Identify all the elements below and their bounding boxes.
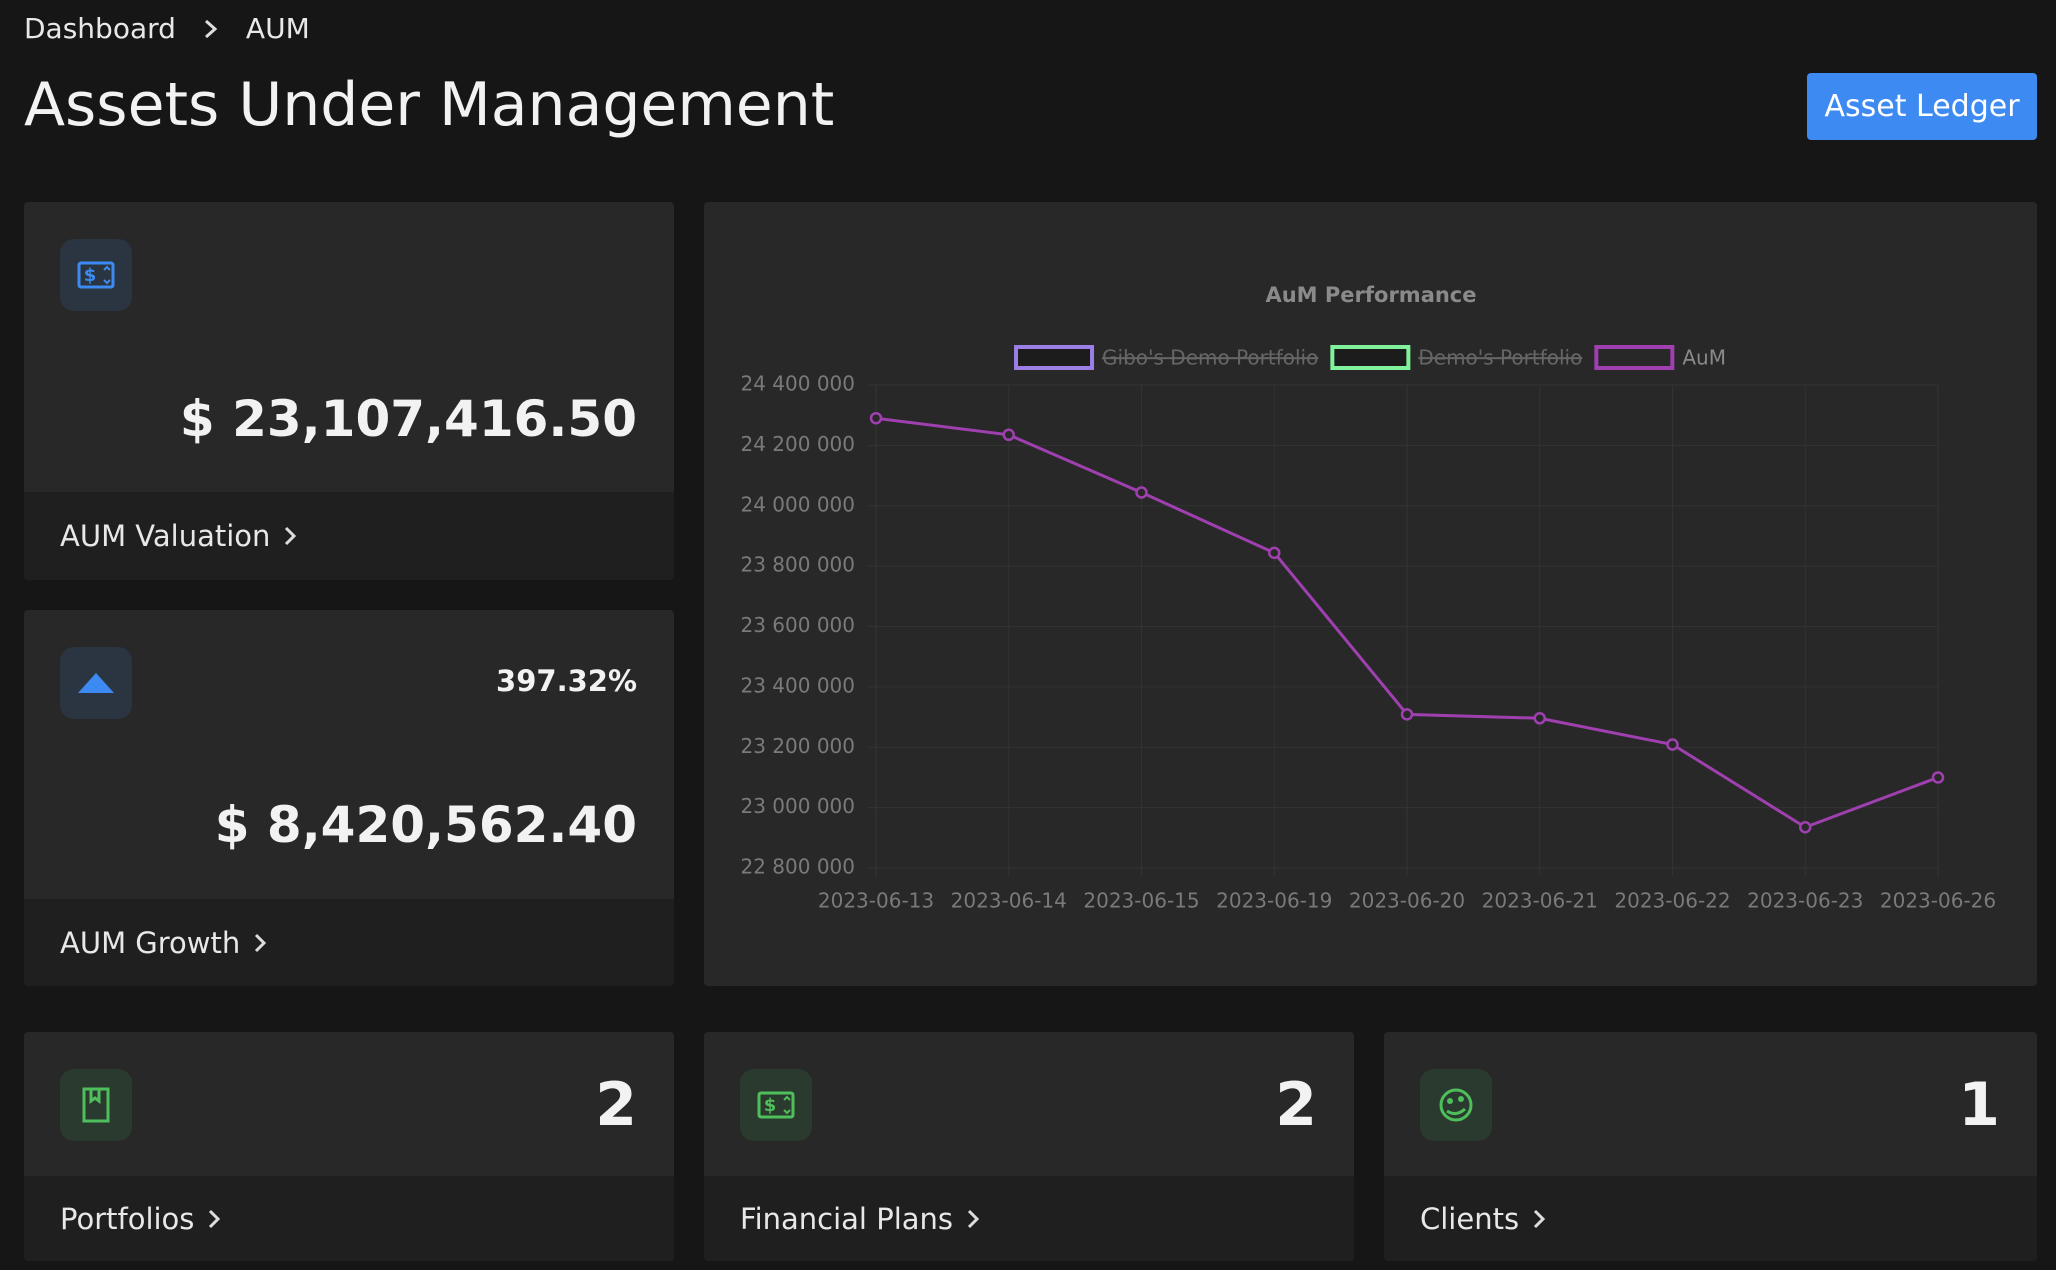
card-footer[interactable]: AUM Growth (24, 899, 674, 986)
card-value: $ 23,107,416.50 (179, 390, 637, 448)
x-tick-label: 2023-06-20 (1349, 889, 1465, 913)
x-tick-label: 2023-06-21 (1482, 889, 1598, 913)
crumb[interactable]: AUM (245, 12, 310, 45)
x-tick-label: 2023-06-26 (1880, 889, 1996, 913)
y-tick-label: 22 800 000 (740, 855, 855, 879)
card: $ 2 Financial Plans (704, 1032, 1354, 1261)
card: 397.32% $ 8,420,562.40 AUM Growth (24, 610, 674, 986)
data-point (1666, 738, 1679, 751)
card: 1 Clients (1384, 1032, 2037, 1261)
crumb[interactable]: Dashboard (24, 12, 176, 45)
y-tick-label: 24 200 000 (740, 432, 855, 456)
legend-swatch (1594, 345, 1675, 370)
data-point (1135, 486, 1148, 499)
y-tick-label: 23 200 000 (740, 734, 855, 758)
x-tick-label: 2023-06-23 (1747, 889, 1863, 913)
card-value: 2 (595, 1070, 637, 1140)
data-point (1002, 428, 1015, 442)
y-tick-label: 24 400 000 (740, 372, 855, 396)
x-tick-label: 2023-06-15 (1083, 889, 1199, 913)
card-label[interactable]: Clients (1420, 1201, 1520, 1236)
y-tick-label: 23 600 000 (740, 613, 855, 637)
card-footer[interactable]: Portfolios (24, 1176, 674, 1261)
icon (60, 647, 132, 719)
data-point (1400, 708, 1414, 721)
card-label[interactable]: AUM Growth (60, 925, 241, 960)
card-footer[interactable]: AUM Valuation (24, 492, 674, 580)
legend-label[interactable]: Demo's Portfolio (1418, 346, 1582, 370)
breadcrumb: Dashboard AUM (24, 12, 310, 45)
chart-card: AuM Performance 22 800 000 23 000 000 23 2… (704, 202, 2037, 986)
icon (1420, 1069, 1492, 1141)
asset-ledger-button[interactable]: Asset Ledger (1807, 73, 2037, 140)
chart-title: AuM Performance (1265, 283, 1476, 307)
y-tick-label: 23 000 000 (740, 794, 855, 818)
card-label[interactable]: AUM Valuation (60, 519, 271, 553)
legend-label[interactable]: Gibo's Demo Portfolio (1102, 346, 1318, 370)
card-label[interactable]: Portfolios (60, 1201, 195, 1236)
x-tick-label: 2023-06-22 (1614, 889, 1730, 913)
x-tick-label: 2023-06-19 (1216, 889, 1332, 913)
legend-swatch (1014, 345, 1095, 370)
card: $ $ 23,107,416.50 AUM Valuation (24, 202, 674, 580)
data-point (869, 411, 883, 425)
crumb-separator (204, 19, 218, 38)
x-tick-label: 2023-06-14 (951, 889, 1067, 913)
icon (60, 1069, 132, 1141)
data-point (1799, 820, 1812, 834)
svg-text:$: $ (764, 1095, 777, 1116)
data-point (1533, 712, 1546, 725)
icon: $ (740, 1069, 812, 1141)
x-tick-label: 2023-06-13 (818, 889, 934, 913)
card-value: 1 (1958, 1070, 2000, 1140)
y-tick-label: 23 400 000 (740, 673, 855, 697)
card: 2 Portfolios (24, 1032, 674, 1261)
card-footer[interactable]: Clients (1384, 1176, 2037, 1261)
page-title: Assets Under Management (24, 70, 835, 140)
chart: AuM Performance 22 800 000 23 000 000 23 2… (740, 283, 1996, 913)
data-point (1268, 546, 1281, 560)
card-footer[interactable]: Financial Plans (704, 1176, 1354, 1261)
card-value: $ 8,420,562.40 (214, 796, 637, 854)
icon: $ (60, 239, 132, 311)
svg-text:$: $ (84, 265, 97, 286)
legend-label[interactable]: AuM (1682, 346, 1726, 370)
card-label[interactable]: Financial Plans (740, 1201, 954, 1236)
legend-swatch (1330, 345, 1411, 370)
y-tick-label: 24 000 000 (740, 492, 855, 516)
data-point (1931, 771, 1945, 784)
card-value: 2 (1275, 1070, 1317, 1140)
y-tick-label: 23 800 000 (740, 553, 855, 577)
growth-change: 397.32% (496, 664, 637, 698)
